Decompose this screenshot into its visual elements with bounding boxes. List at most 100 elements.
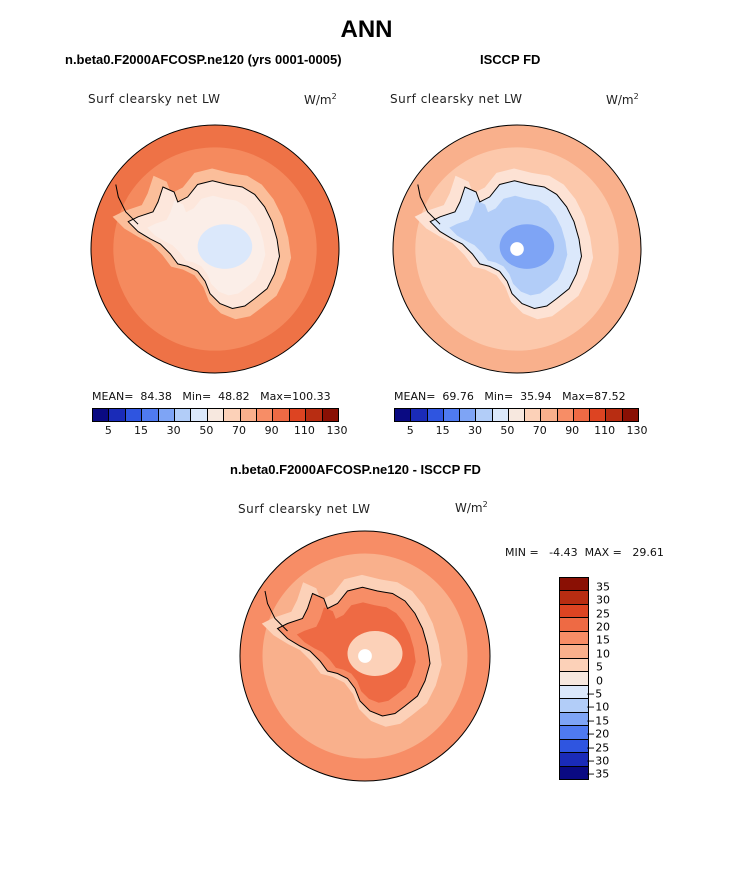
colorbar-level-label: −30 — [586, 754, 610, 768]
colorbar-level-label: 25 — [596, 607, 610, 620]
colorbar-cell — [560, 630, 588, 645]
colorbar-cell — [560, 644, 588, 658]
colorbar-cell — [589, 409, 606, 421]
peninsula-coastline — [115, 184, 139, 225]
colorbar-cell — [174, 409, 191, 421]
panel2-subtitle: ISCCP FD — [480, 52, 541, 67]
colorbar-cell — [572, 409, 590, 421]
colorbar-cell — [560, 711, 588, 726]
pole-hole — [510, 242, 524, 256]
colorbar-cell — [190, 409, 207, 421]
colorbar-tick-label: 130 — [326, 424, 348, 437]
colorbar-cell — [239, 409, 257, 421]
colorbar-cell — [475, 409, 492, 421]
colorbar-cell — [560, 765, 588, 780]
panel1-max-value: 100.33 — [292, 390, 331, 403]
panel3-units: W/m2 — [455, 500, 488, 515]
colorbar-tick-label: 70 — [532, 424, 547, 437]
colorbar-cell — [560, 684, 588, 699]
panel3-colorbar-labels: 35 30 25 20 15 10 5 0 −5 −10 −15 −20 −25 −30 −35 — [586, 577, 634, 781]
peninsula-coastline — [264, 590, 288, 632]
plateau-field — [197, 224, 253, 269]
panel3-map — [239, 530, 491, 782]
coastline — [276, 586, 431, 717]
page-title: ANN — [340, 16, 393, 43]
panel1-units: W/m2 — [304, 92, 337, 107]
colorbar-cell — [560, 603, 588, 618]
colorbar-tick-label: 110 — [293, 424, 315, 437]
colorbar-level-label: −25 — [586, 741, 610, 754]
panel3-minmax: MIN = -4.43 MAX = 29.61 — [505, 546, 664, 559]
colorbar-level-label: 10 — [596, 647, 610, 661]
colorbar-cell — [305, 409, 322, 421]
colorbar-cell — [560, 578, 588, 591]
colorbar-cell — [223, 409, 240, 421]
map-field — [240, 531, 490, 781]
colorbar-cell — [491, 409, 508, 421]
plateau-field — [347, 631, 403, 676]
colorbar-tick-label: 15 — [134, 424, 148, 437]
map-boundary — [90, 124, 340, 374]
colorbar-cell — [108, 409, 125, 421]
coastline — [127, 180, 281, 310]
panel1-stats: MEAN= 84.38 Min= 48.82 Max=100.33 — [92, 390, 331, 403]
colorbar-cell — [556, 409, 573, 421]
colorbar-cell — [93, 409, 109, 421]
panel2-map — [392, 124, 642, 374]
colorbar-tick-label: 90 — [264, 424, 279, 437]
panel2-colorbar-ticks: 5 15 30 50 70 90 110 130 — [394, 424, 648, 438]
colorbar-cell — [560, 617, 588, 631]
colorbar-cell — [256, 409, 273, 421]
colorbar-cell — [621, 409, 638, 421]
colorbar-cell — [157, 409, 175, 421]
colorbar-cell — [124, 409, 142, 421]
coastline — [429, 180, 583, 310]
colorbar-cell — [272, 409, 289, 421]
colorbar-cell — [459, 409, 476, 421]
panel2-colorbar — [394, 408, 639, 422]
panel1-mean-value: 84.38 — [140, 390, 172, 403]
peninsula-coastline — [417, 184, 441, 225]
panel2-units: W/m2 — [606, 92, 639, 107]
colorbar-cell — [560, 752, 588, 766]
colorbar-cell — [560, 657, 588, 672]
colorbar-cell — [288, 409, 306, 421]
panel1-map — [90, 124, 340, 374]
panel2-mean-value: 69.76 — [442, 390, 474, 403]
colorbar-cell — [560, 671, 588, 685]
colorbar-level-label: −35 — [586, 767, 610, 781]
colorbar-tick-label: 110 — [594, 424, 616, 437]
colorbar-tick-label: 5 — [406, 424, 414, 437]
plateau-field — [499, 224, 555, 269]
colorbar-tick-label: 50 — [199, 424, 214, 437]
panel1-colorbar-ticks: 5 15 30 50 70 90 110 130 — [92, 424, 348, 438]
colorbar-tick-label: 90 — [565, 424, 580, 437]
colorbar-level-label: −5 — [586, 687, 603, 701]
map-boundary — [392, 124, 642, 374]
colorbar-tick-label: 130 — [626, 424, 648, 437]
colorbar-level-label: −10 — [586, 700, 610, 714]
colorbar-level-label: 30 — [596, 593, 610, 607]
colorbar-tick-label: 70 — [232, 424, 246, 437]
colorbar-level-label: −20 — [586, 727, 610, 741]
pole-hole — [358, 649, 372, 663]
panel1-min-value: 48.82 — [218, 390, 250, 403]
panel2-max-value: 87.52 — [594, 390, 626, 403]
map-field — [393, 125, 641, 373]
colorbar-cell — [540, 409, 557, 421]
colorbar-cell — [321, 409, 339, 421]
colorbar-level-label: 0 — [596, 674, 603, 687]
panel1-variable-label: Surf clearsky net LW — [88, 92, 221, 106]
panel3-variable-label: Surf clearsky net LW — [238, 502, 371, 516]
panel2-min-value: 35.94 — [520, 390, 552, 403]
panel1-colorbar — [92, 408, 339, 422]
colorbar-cell — [442, 409, 460, 421]
panel2-variable-label: Surf clearsky net LW — [390, 92, 523, 106]
colorbar-cell — [560, 590, 588, 604]
panel3-subtitle: n.beta0.F2000AFCOSP.ne120 - ISCCP FD — [230, 462, 481, 477]
map-boundary — [239, 530, 491, 782]
colorbar-cell — [410, 409, 427, 421]
map-field — [91, 125, 339, 373]
colorbar-cell — [507, 409, 525, 421]
colorbar-level-label: −15 — [586, 714, 610, 728]
